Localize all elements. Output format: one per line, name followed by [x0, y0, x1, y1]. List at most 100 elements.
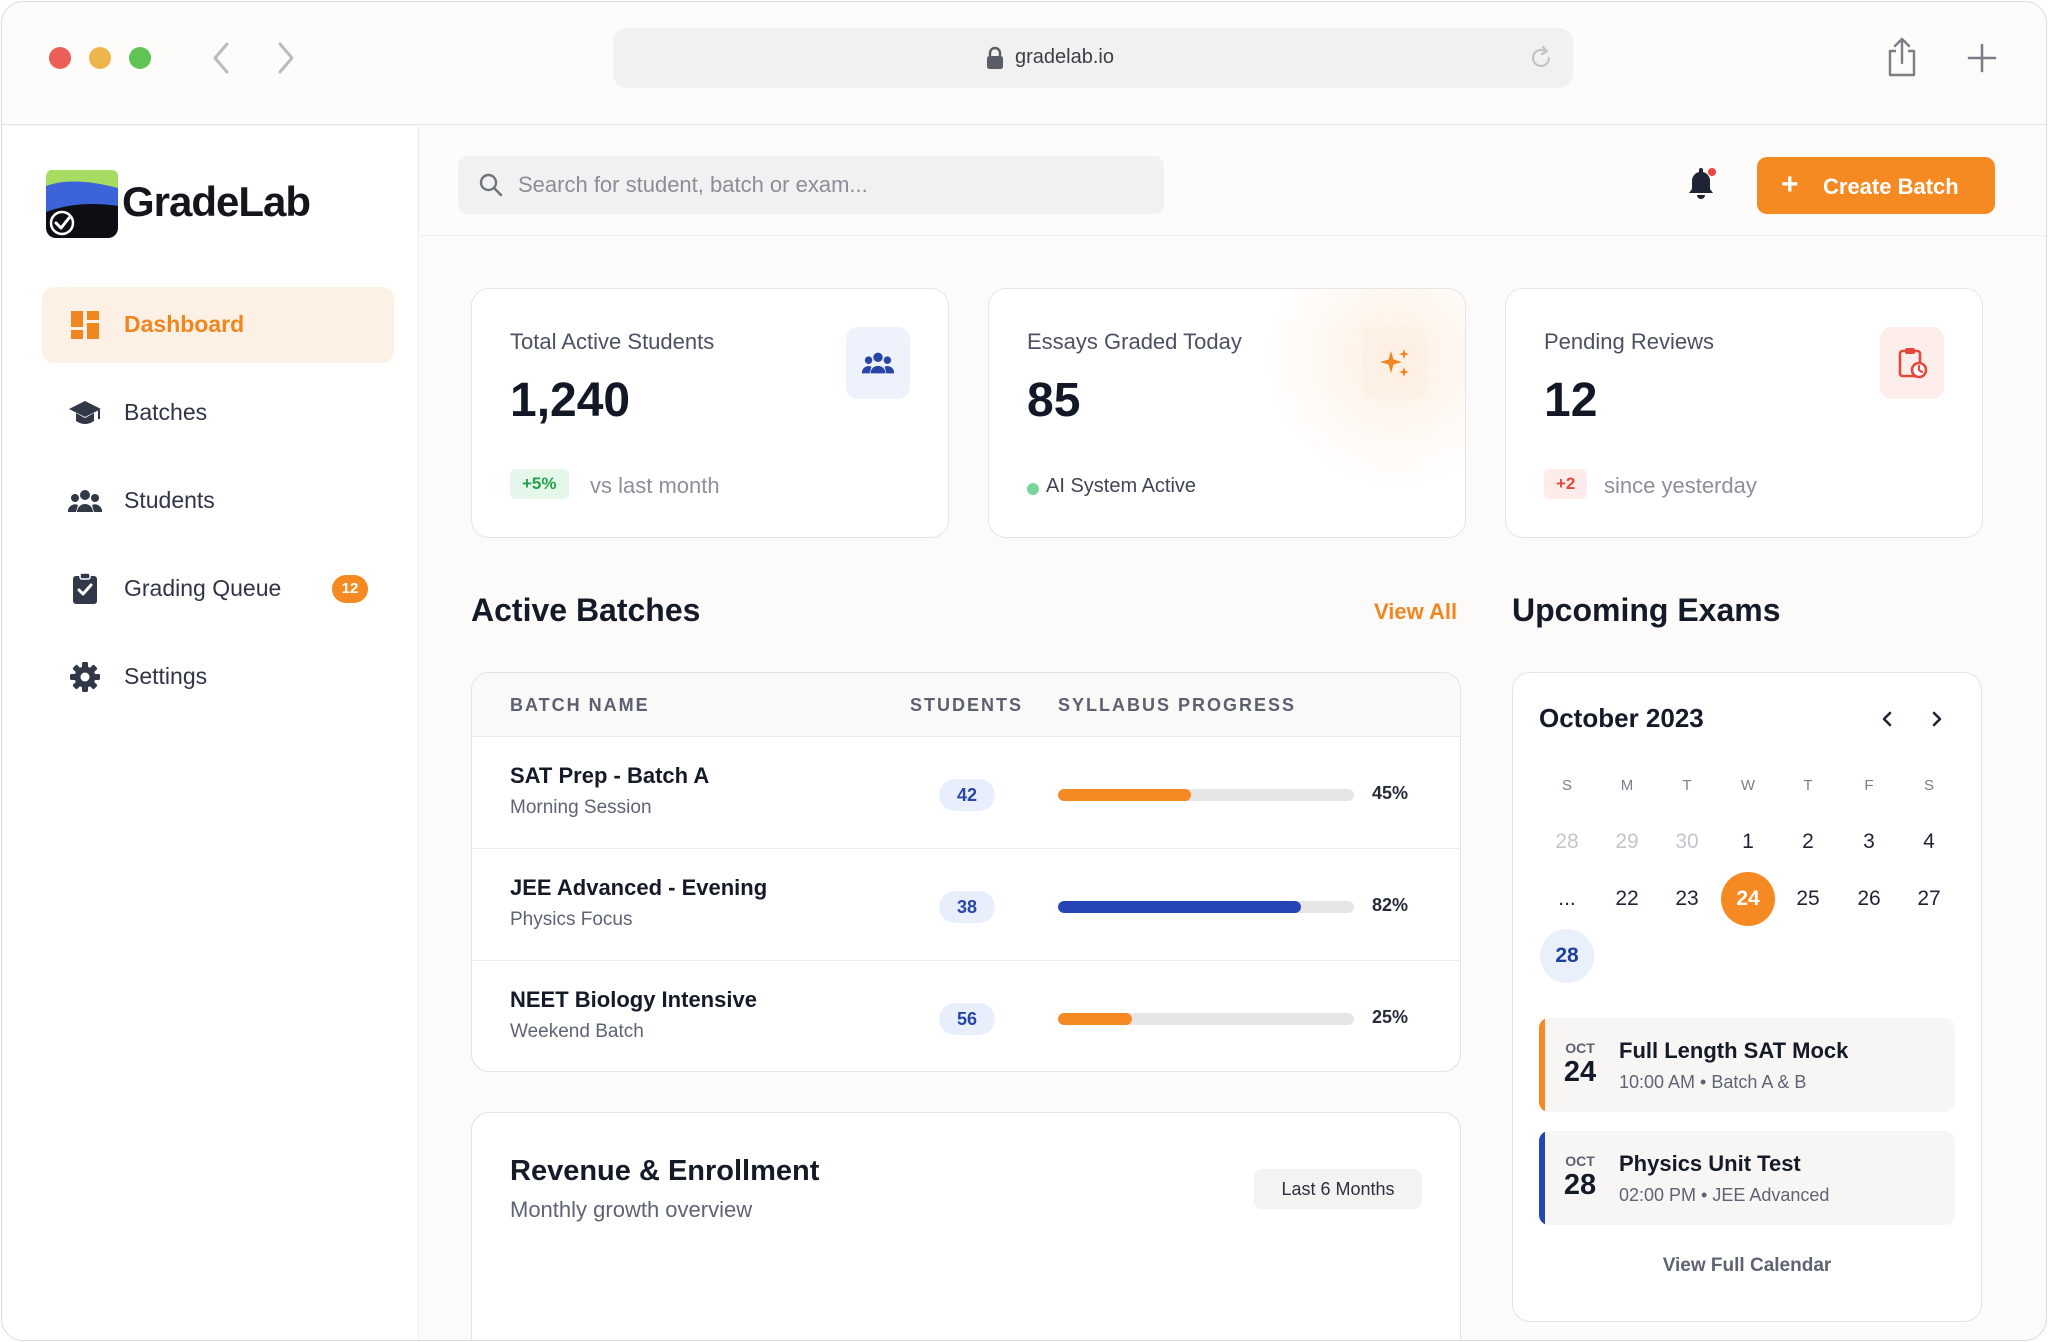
search-input[interactable]: [518, 156, 1138, 214]
exam-month: OCT: [1565, 1153, 1595, 1169]
table-row[interactable]: JEE Advanced - Evening Physics Focus 38 …: [472, 849, 1460, 961]
batches-table: BATCH NAME STUDENTS SYLLABUS PROGRESS SA…: [471, 672, 1461, 1072]
delta-badge: +5%: [510, 469, 569, 499]
calendar-day[interactable]: 25: [1796, 887, 1820, 910]
progress-bar: [1058, 901, 1354, 913]
exam-month: OCT: [1565, 1040, 1595, 1056]
minimize-window-button[interactable]: [89, 47, 111, 69]
close-window-button[interactable]: [49, 47, 71, 69]
gear-icon: [70, 662, 100, 692]
browser-toolbar: gradelab.io: [2, 2, 2046, 125]
date-range-selector[interactable]: Last 6 Months: [1254, 1169, 1422, 1209]
exam-meta: 02:00 PM • JEE Advanced: [1619, 1185, 1830, 1205]
progress-fill: [1058, 789, 1192, 801]
calendar-day-today[interactable]: 24: [1721, 872, 1775, 926]
stat-label: Total Active Students: [510, 329, 715, 354]
back-icon[interactable]: [205, 38, 239, 78]
batch-subtitle: Weekend Batch: [510, 1021, 644, 1042]
sidebar-item-label: Dashboard: [124, 311, 245, 337]
topbar: + Create Batch: [420, 126, 2046, 236]
calendar-day[interactable]: 29: [1615, 830, 1639, 853]
calendar-day[interactable]: 26: [1857, 887, 1881, 910]
exam-day: 24: [1563, 1056, 1597, 1088]
view-all-batches-link[interactable]: View All: [1374, 599, 1458, 624]
calendar-day[interactable]: 28: [1555, 830, 1579, 853]
search-icon: [479, 173, 503, 197]
table-row[interactable]: SAT Prep - Batch A Morning Session 42 45…: [472, 737, 1460, 849]
column-header-batch-name: BATCH NAME: [510, 695, 650, 715]
revenue-enrollment-card: Revenue & Enrollment Monthly growth over…: [471, 1112, 1461, 1340]
zoom-window-button[interactable]: [129, 47, 151, 69]
batch-subtitle: Physics Focus: [510, 909, 633, 930]
exam-item[interactable]: OCT 24 Full Length SAT Mock 10:00 AM • B…: [1539, 1018, 1955, 1112]
revenue-subtitle: Monthly growth overview: [510, 1197, 753, 1222]
calendar-day[interactable]: 27: [1917, 887, 1941, 910]
search-bar[interactable]: [458, 156, 1164, 214]
stat-label: Essays Graded Today: [1027, 329, 1242, 354]
column-header-students: STUDENTS: [910, 695, 1024, 715]
student-count-badge: 42: [939, 779, 995, 811]
sidebar-item-label: Batches: [124, 399, 208, 425]
weekday-label: S: [1561, 777, 1572, 794]
stat-note: since yesterday: [1604, 473, 1757, 498]
sidebar-item-students[interactable]: Students: [42, 463, 394, 539]
clipboard-check-icon: [73, 573, 97, 604]
sparkles-icon: [1363, 327, 1427, 399]
lock-icon: [987, 46, 1003, 69]
progress-fill: [1058, 1013, 1132, 1025]
revenue-title: Revenue & Enrollment: [510, 1155, 820, 1187]
calendar-day[interactable]: 22: [1615, 887, 1639, 910]
chevron-right-icon[interactable]: [1923, 705, 1951, 733]
sidebar-item-grading-queue[interactable]: Grading Queue 12: [42, 551, 394, 627]
exam-item[interactable]: OCT 28 Physics Unit Test 02:00 PM • JEE …: [1539, 1131, 1955, 1225]
sidebar-item-dashboard[interactable]: Dashboard: [42, 287, 394, 363]
weekday-label: M: [1620, 777, 1634, 794]
weekday-label: S: [1923, 777, 1934, 794]
weekday-label: W: [1740, 777, 1756, 794]
exam-title: Physics Unit Test: [1619, 1151, 1801, 1176]
delta-badge: +2: [1544, 469, 1588, 499]
table-row[interactable]: NEET Biology Intensive Weekend Batch 56 …: [472, 961, 1460, 1071]
sidebar-item-label: Grading Queue: [124, 575, 282, 601]
stat-value: 1,240: [510, 374, 631, 427]
users-icon: [68, 490, 102, 512]
calendar-card: October 2023 S M T W T F S 28 29 30 1 2 …: [1512, 672, 1982, 1322]
progress-bar: [1058, 1013, 1354, 1025]
gradelab-logo[interactable]: [42, 166, 122, 241]
grading-queue-count-badge: 12: [332, 575, 368, 603]
forward-icon[interactable]: [268, 38, 302, 78]
sidebar-item-batches[interactable]: Batches: [42, 375, 394, 451]
sidebar-item-label: Students: [124, 487, 215, 513]
view-full-calendar-link[interactable]: View Full Calendar: [1662, 1255, 1832, 1276]
chevron-left-icon[interactable]: [1873, 705, 1901, 733]
notification-bell-icon[interactable]: [1684, 166, 1718, 202]
create-batch-label: Create Batch: [1823, 174, 1959, 199]
sidebar-item-label: Settings: [124, 663, 208, 689]
address-bar[interactable]: gradelab.io: [613, 28, 1573, 88]
calendar-day[interactable]: 3: [1863, 830, 1875, 853]
batch-subtitle: Morning Session: [510, 797, 652, 818]
calendar-day[interactable]: 30: [1675, 830, 1699, 853]
create-batch-button[interactable]: + Create Batch: [1757, 157, 1995, 214]
calendar-ellipsis: ...: [1558, 887, 1576, 910]
calendar-day[interactable]: 4: [1923, 830, 1935, 853]
column-header-syllabus-progress: SYLLABUS PROGRESS: [1058, 695, 1297, 715]
batch-name: NEET Biology Intensive: [510, 987, 757, 1012]
progress-bar: [1058, 789, 1354, 801]
weekday-label: F: [1864, 777, 1874, 794]
calendar-day-exam[interactable]: 28: [1540, 929, 1594, 983]
batch-name: JEE Advanced - Evening: [510, 875, 768, 900]
sidebar-item-settings[interactable]: Settings: [42, 639, 394, 715]
student-count-badge: 56: [939, 1003, 995, 1035]
calendar-day[interactable]: 2: [1802, 830, 1814, 853]
clipboard-clock-icon: [1880, 327, 1944, 399]
share-icon[interactable]: [1884, 36, 1920, 78]
ai-status-text: AI System Active: [1046, 475, 1197, 497]
calendar-day[interactable]: 23: [1675, 887, 1699, 910]
new-tab-icon[interactable]: [1966, 42, 1998, 74]
calendar-day[interactable]: 1: [1742, 830, 1754, 853]
active-batches-heading: Active Batches: [471, 592, 701, 628]
users-icon: [846, 327, 910, 399]
reload-icon[interactable]: [1527, 44, 1555, 72]
